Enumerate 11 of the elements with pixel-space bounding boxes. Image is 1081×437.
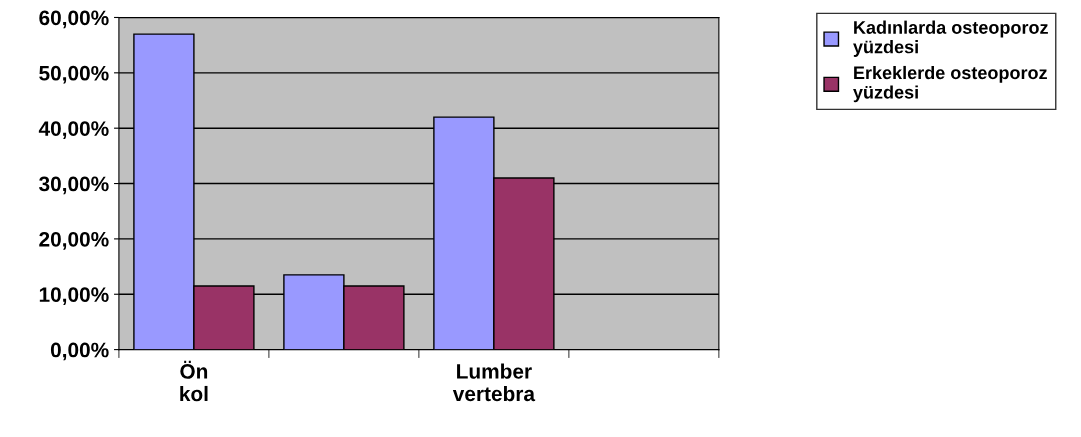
legend-label: Kadınlarda osteoporoz yüzdesi bbox=[853, 20, 1048, 57]
y-tick-label: 50,00% bbox=[39, 65, 109, 84]
y-tick-label: 20,00% bbox=[39, 231, 109, 250]
y-tick-label: 30,00% bbox=[39, 176, 109, 195]
legend-label: Erkeklerde osteoporoz yüzdesi bbox=[853, 65, 1047, 103]
x-tick-label: Lumber vertebra bbox=[452, 363, 536, 402]
y-tick-label: 60,00% bbox=[39, 10, 109, 29]
y-tick-label: 10,00% bbox=[39, 287, 109, 306]
x-tick-label: Ön kol bbox=[180, 360, 208, 402]
y-tick-label: 40,00% bbox=[38, 121, 109, 139]
y-tick-label: 0,00% bbox=[50, 342, 109, 361]
